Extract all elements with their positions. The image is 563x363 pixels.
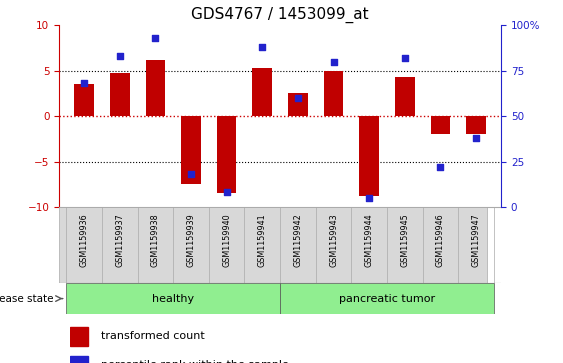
Point [400, 55, 409, 61]
Text: percentile rank within the sample: percentile rank within the sample [101, 360, 288, 363]
Bar [359, 116, 379, 196]
Text: GSM1159944: GSM1159944 [365, 213, 374, 267]
Bar [466, 116, 486, 134]
Bar [146, 60, 165, 116]
Text: pancreatic tumor: pancreatic tumor [339, 294, 435, 303]
Text: GSM1159937: GSM1159937 [115, 213, 124, 267]
Bar [280, 283, 494, 314]
Text: disease state: disease state [0, 294, 53, 303]
Title: GDS4767 / 1453099_at: GDS4767 / 1453099_at [191, 7, 369, 23]
Bar [74, 84, 94, 116]
Point [151, 35, 160, 41]
Bar [217, 116, 236, 193]
Text: GSM1159939: GSM1159939 [186, 213, 195, 267]
Text: GSM1159941: GSM1159941 [258, 213, 267, 267]
Text: GSM1159947: GSM1159947 [472, 213, 481, 267]
Text: healthy: healthy [152, 294, 194, 303]
Point [222, 189, 231, 195]
Point [436, 164, 445, 170]
Text: GSM1159945: GSM1159945 [400, 213, 409, 267]
Bar [324, 71, 343, 116]
Point [329, 59, 338, 65]
Text: GSM1159940: GSM1159940 [222, 213, 231, 267]
Point [472, 135, 481, 141]
Bar [181, 116, 201, 184]
Bar [288, 94, 308, 116]
Text: GSM1159938: GSM1159938 [151, 213, 160, 267]
Point [258, 44, 267, 50]
Point [365, 195, 374, 201]
Bar [395, 77, 414, 116]
Bar [110, 73, 129, 116]
Point [79, 81, 88, 86]
Text: GSM1159943: GSM1159943 [329, 213, 338, 267]
Bar [70, 356, 88, 363]
Bar [252, 68, 272, 116]
Text: GSM1159936: GSM1159936 [79, 213, 88, 267]
Bar [66, 283, 280, 314]
Text: GSM1159942: GSM1159942 [293, 213, 302, 267]
Point [293, 95, 302, 101]
Point [115, 53, 124, 59]
Point [186, 171, 195, 177]
Text: transformed count: transformed count [101, 331, 204, 341]
Text: GSM1159946: GSM1159946 [436, 213, 445, 267]
Bar [70, 327, 88, 346]
Bar [431, 116, 450, 134]
